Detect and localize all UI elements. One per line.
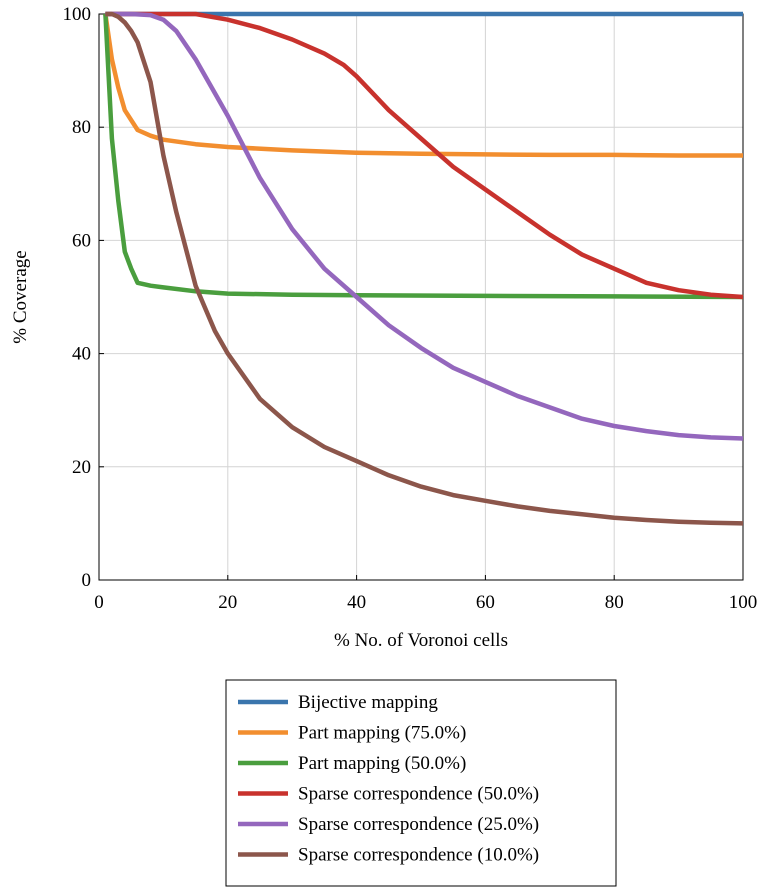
legend-frame	[225, 679, 617, 887]
series-line-5	[105, 11, 744, 441]
y-tick-label: 40	[72, 344, 91, 365]
series-line-2	[103, 13, 743, 158]
series-line-3	[103, 13, 744, 300]
x-tick-label: 20	[218, 592, 237, 613]
y-axis-ticks: 0 20 40 60 80 100	[63, 4, 104, 591]
y-tick-label: 60	[72, 230, 91, 251]
y-tick-label: 100	[63, 4, 92, 25]
y-tick-label: 20	[72, 457, 91, 478]
legend-entry-label: Bijective mapping	[298, 692, 438, 713]
x-tick-label: 60	[476, 592, 495, 613]
x-tick-label: 100	[729, 592, 758, 613]
y-axis-label: % Coverage	[10, 250, 31, 343]
legend-entry-label: Sparse correspondence (50.0%)	[298, 784, 539, 805]
y-tick-label: 0	[82, 570, 92, 591]
legend-entry-label: Part mapping (50.0%)	[298, 753, 466, 774]
x-axis-ticks: 0 20 40 60 80 100	[94, 575, 757, 613]
legend-entry-label: Sparse correspondence (25.0%)	[298, 814, 539, 835]
legend: Bijective mapping Part mapping (75.0%) Par…	[225, 679, 617, 887]
series-line-6	[105, 11, 744, 526]
x-tick-label: 0	[94, 592, 104, 613]
x-tick-label: 80	[605, 592, 624, 613]
series-line-4	[105, 11, 744, 300]
legend-entry-label: Part mapping (75.0%)	[298, 723, 466, 744]
x-axis-label: % No. of Voronoi cells	[334, 630, 508, 651]
x-tick-label: 40	[347, 592, 366, 613]
y-tick-label: 80	[72, 117, 91, 138]
legend-entry-label: Sparse correspondence (10.0%)	[298, 845, 539, 866]
series-lines	[103, 11, 744, 526]
